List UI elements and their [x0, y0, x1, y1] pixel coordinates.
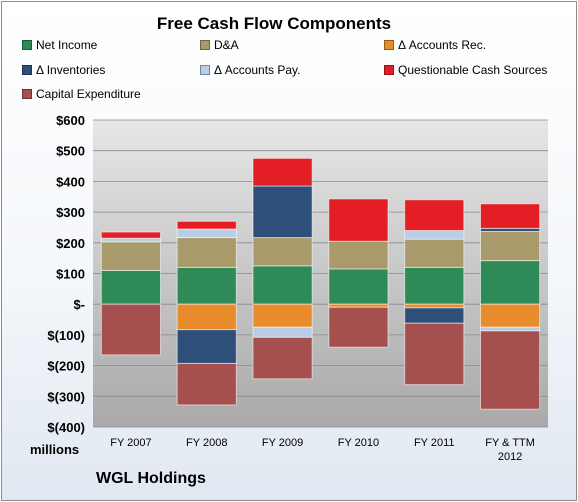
- bar-segment: [100, 231, 161, 239]
- bar-segment: [252, 336, 313, 380]
- bar-segment: [328, 198, 389, 242]
- bar-segment: [100, 269, 161, 305]
- bar-segment: [176, 303, 237, 331]
- x-tick-label: FY 2007: [110, 437, 151, 449]
- bar-segment: [100, 241, 161, 271]
- y-tick-label: $100: [56, 267, 85, 282]
- y-tick-label: $600: [56, 113, 85, 128]
- bar-segment: [252, 157, 313, 187]
- chart-subtitle: WGL Holdings: [96, 470, 206, 487]
- bar-segment: [404, 238, 465, 268]
- y-tick-label: $-: [73, 297, 85, 312]
- y-tick-label: $(100): [47, 328, 85, 343]
- legend-label: Net Income: [36, 38, 98, 52]
- x-tick-label: FY 2010: [338, 437, 379, 449]
- y-tick-label: $500: [56, 144, 85, 159]
- legend-swatch: [384, 40, 394, 50]
- bar-segment: [404, 230, 465, 240]
- bar-segment: [176, 228, 237, 239]
- bar-segment: [404, 322, 465, 386]
- legend-item: Δ Accounts Rec.: [384, 38, 486, 52]
- legend-item: Δ Inventories: [22, 63, 105, 77]
- y-tick-label: $200: [56, 236, 85, 251]
- bar-segment: [480, 203, 541, 229]
- x-tick-label: FY 2009: [262, 437, 303, 449]
- bar-segment: [328, 306, 389, 348]
- x-tick-label: FY & TTM 2012: [485, 437, 535, 463]
- legend-swatch: [22, 65, 32, 75]
- bar-segment: [100, 303, 161, 356]
- legend-label: Questionable Cash Sources: [398, 63, 548, 77]
- y-tick-label: $300: [56, 205, 85, 220]
- chart-title: Free Cash Flow Components: [156, 14, 392, 33]
- y-axis-unit-label: millions: [30, 442, 79, 457]
- legend-swatch: [22, 40, 32, 50]
- y-tick-label: $(400): [47, 420, 85, 435]
- legend-label: D&A: [214, 38, 239, 52]
- bar-segment: [328, 268, 389, 305]
- bar-segment: [176, 362, 237, 406]
- bar-segment: [176, 266, 237, 305]
- bar-segment: [404, 307, 465, 324]
- bar-segment: [252, 265, 313, 305]
- bar-segment: [252, 185, 313, 239]
- bar-segment: [480, 303, 541, 328]
- x-tick-label: FY 2008: [186, 437, 227, 449]
- legend-label: Δ Accounts Pay.: [214, 63, 301, 77]
- legend-label: Δ Accounts Rec.: [398, 38, 487, 52]
- bar-segment: [480, 330, 541, 410]
- legend-label: Δ Inventories: [36, 63, 106, 77]
- legend-swatch: [22, 89, 32, 99]
- legend-swatch: [200, 40, 210, 50]
- y-tick-label: $(300): [47, 389, 85, 404]
- y-tick-label: $400: [56, 174, 85, 189]
- bar-segment: [176, 220, 237, 230]
- bar-segment: [252, 326, 313, 338]
- y-tick-label: $(200): [47, 359, 85, 374]
- bar-segment: [252, 237, 313, 267]
- legend-label: Capital Expenditure: [36, 87, 141, 101]
- legend-item: D&A: [200, 38, 239, 52]
- bar-segment: [252, 303, 313, 328]
- legend-item: Δ Accounts Pay.: [200, 63, 301, 77]
- bar-segment: [176, 237, 237, 268]
- legend-item: Capital Expenditure: [22, 87, 141, 101]
- bar-segment: [480, 260, 541, 305]
- x-tick-label: FY 2011: [414, 437, 455, 449]
- bar-segment: [480, 326, 541, 332]
- bar-segment: [404, 199, 465, 232]
- legend-swatch: [200, 65, 210, 75]
- bar-segment: [176, 329, 237, 364]
- legend-item: Questionable Cash Sources: [384, 63, 547, 77]
- bar-segment: [480, 230, 541, 262]
- bar-segment: [404, 266, 465, 305]
- legend-swatch: [384, 65, 394, 75]
- bar-segment: [404, 303, 465, 309]
- legend-item: Net Income: [22, 38, 97, 52]
- bar-segment: [328, 240, 389, 270]
- bar-segment: [100, 237, 161, 243]
